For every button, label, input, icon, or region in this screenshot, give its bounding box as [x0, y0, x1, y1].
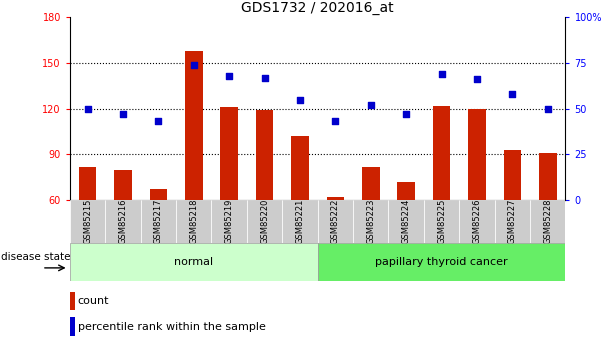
Text: GSM85218: GSM85218 — [189, 199, 198, 244]
Bar — [70, 200, 105, 243]
Bar — [353, 200, 389, 243]
Point — [472, 77, 482, 82]
Text: count: count — [78, 296, 109, 306]
Bar — [79, 167, 97, 200]
Bar — [105, 200, 140, 243]
Text: GSM85227: GSM85227 — [508, 199, 517, 244]
Bar — [326, 197, 344, 200]
Point — [331, 119, 340, 124]
Bar — [140, 200, 176, 243]
Point — [401, 111, 411, 117]
Bar — [114, 170, 132, 200]
Bar — [459, 200, 495, 243]
Point — [83, 106, 92, 111]
Bar — [256, 110, 274, 200]
Text: GSM85217: GSM85217 — [154, 199, 163, 244]
Point — [154, 119, 164, 124]
Bar — [503, 150, 521, 200]
Point — [118, 111, 128, 117]
Text: disease state: disease state — [1, 252, 71, 262]
Bar — [150, 189, 167, 200]
Text: GSM85223: GSM85223 — [366, 199, 375, 244]
Bar — [70, 292, 75, 310]
Bar — [539, 153, 556, 200]
Bar — [389, 200, 424, 243]
Bar — [530, 200, 565, 243]
Point — [437, 71, 446, 77]
Bar — [291, 136, 309, 200]
Point — [295, 97, 305, 102]
Bar — [397, 182, 415, 200]
Text: GSM85225: GSM85225 — [437, 199, 446, 244]
Title: GDS1732 / 202016_at: GDS1732 / 202016_at — [241, 1, 394, 15]
Text: papillary thyroid cancer: papillary thyroid cancer — [375, 257, 508, 267]
Bar — [220, 107, 238, 200]
Bar — [317, 200, 353, 243]
Bar — [185, 51, 202, 200]
Text: GSM85222: GSM85222 — [331, 199, 340, 244]
Bar — [282, 200, 317, 243]
Point — [260, 75, 269, 80]
Bar — [362, 167, 379, 200]
Bar — [495, 200, 530, 243]
Text: GSM85220: GSM85220 — [260, 199, 269, 244]
Text: normal: normal — [174, 257, 213, 267]
Bar — [212, 200, 247, 243]
Text: GSM85216: GSM85216 — [119, 199, 128, 244]
Bar — [433, 106, 451, 200]
Point — [366, 102, 376, 108]
Bar — [317, 243, 565, 281]
Text: GSM85215: GSM85215 — [83, 199, 92, 244]
Bar — [424, 200, 459, 243]
Bar — [70, 317, 75, 335]
Text: percentile rank within the sample: percentile rank within the sample — [78, 322, 266, 332]
Bar — [70, 243, 317, 281]
Bar — [176, 200, 212, 243]
Bar — [247, 200, 282, 243]
Point — [224, 73, 234, 79]
Bar — [468, 109, 486, 200]
Text: GSM85221: GSM85221 — [295, 199, 305, 244]
Text: GSM85228: GSM85228 — [543, 199, 552, 244]
Text: GSM85226: GSM85226 — [472, 199, 482, 244]
Text: GSM85219: GSM85219 — [225, 199, 233, 244]
Point — [543, 106, 553, 111]
Text: GSM85224: GSM85224 — [402, 199, 410, 244]
Point — [189, 62, 199, 68]
Point — [508, 91, 517, 97]
